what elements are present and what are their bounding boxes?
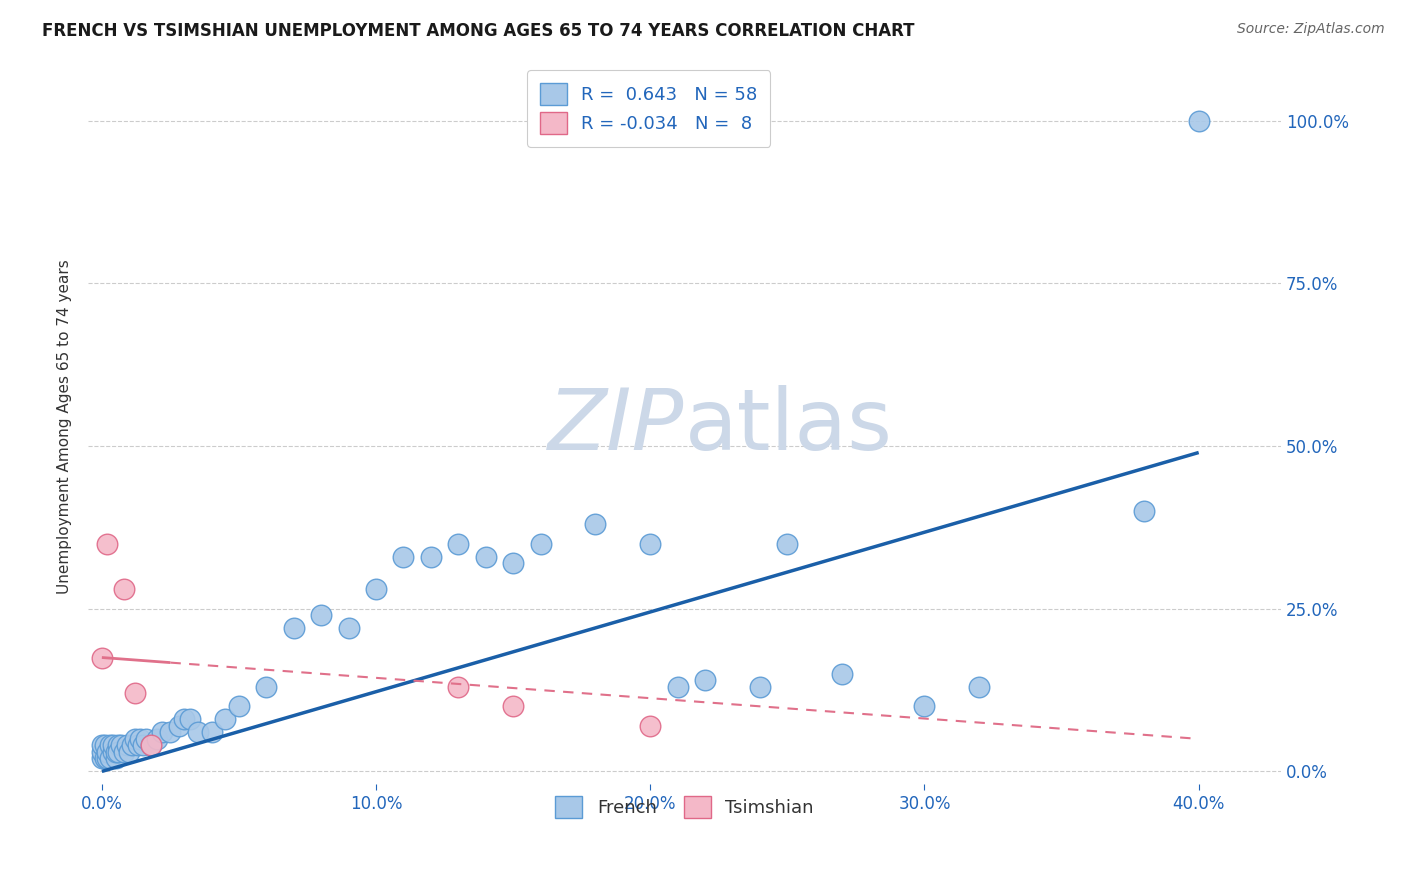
Y-axis label: Unemployment Among Ages 65 to 74 years: Unemployment Among Ages 65 to 74 years <box>58 259 72 594</box>
Point <box>502 699 524 714</box>
Point <box>364 582 387 597</box>
Point <box>96 536 118 550</box>
Point <box>101 739 124 753</box>
Point <box>228 699 250 714</box>
Point <box>200 725 222 739</box>
Point <box>914 699 936 714</box>
Point <box>90 739 112 753</box>
Point <box>112 745 135 759</box>
Point <box>104 745 127 759</box>
Point <box>337 621 360 635</box>
Point <box>214 712 236 726</box>
Point <box>179 712 201 726</box>
Point <box>447 536 470 550</box>
Point <box>392 549 415 564</box>
Point <box>132 739 155 753</box>
Point <box>90 650 112 665</box>
Point <box>141 739 163 753</box>
Point <box>695 673 717 688</box>
Point <box>502 556 524 570</box>
Point <box>96 751 118 765</box>
Point <box>107 745 129 759</box>
Text: ZIP: ZIP <box>548 385 685 468</box>
Point <box>112 582 135 597</box>
Point <box>104 751 127 765</box>
Point <box>749 680 772 694</box>
Point <box>447 680 470 694</box>
Legend: French, Tsimshian: French, Tsimshian <box>548 789 821 825</box>
Point <box>98 751 121 765</box>
Point <box>150 725 173 739</box>
Point <box>115 739 138 753</box>
Point <box>107 739 129 753</box>
Point <box>474 549 496 564</box>
Point <box>309 608 332 623</box>
Point <box>159 725 181 739</box>
Text: FRENCH VS TSIMSHIAN UNEMPLOYMENT AMONG AGES 65 TO 74 YEARS CORRELATION CHART: FRENCH VS TSIMSHIAN UNEMPLOYMENT AMONG A… <box>42 22 915 40</box>
Point <box>583 517 606 532</box>
Point <box>124 686 146 700</box>
Point <box>529 536 551 550</box>
Point <box>110 739 132 753</box>
Point <box>121 739 143 753</box>
Point <box>640 719 662 733</box>
Point <box>90 751 112 765</box>
Point <box>124 731 146 746</box>
Point <box>254 680 277 694</box>
Point <box>96 745 118 759</box>
Text: atlas: atlas <box>685 385 893 468</box>
Point <box>141 739 163 753</box>
Point <box>167 719 190 733</box>
Point <box>90 745 112 759</box>
Point <box>776 536 799 550</box>
Point <box>187 725 209 739</box>
Point <box>419 549 441 564</box>
Point <box>173 712 195 726</box>
Point <box>640 536 662 550</box>
Point <box>666 680 689 694</box>
Point <box>118 745 141 759</box>
Text: Source: ZipAtlas.com: Source: ZipAtlas.com <box>1237 22 1385 37</box>
Point <box>98 739 121 753</box>
Point <box>129 731 152 746</box>
Point <box>93 739 115 753</box>
Point <box>1133 504 1156 518</box>
Point <box>127 739 149 753</box>
Point <box>93 751 115 765</box>
Point <box>283 621 305 635</box>
Point <box>135 731 157 746</box>
Point <box>831 666 853 681</box>
Point <box>1188 113 1211 128</box>
Point <box>969 680 991 694</box>
Point <box>145 731 167 746</box>
Point <box>101 745 124 759</box>
